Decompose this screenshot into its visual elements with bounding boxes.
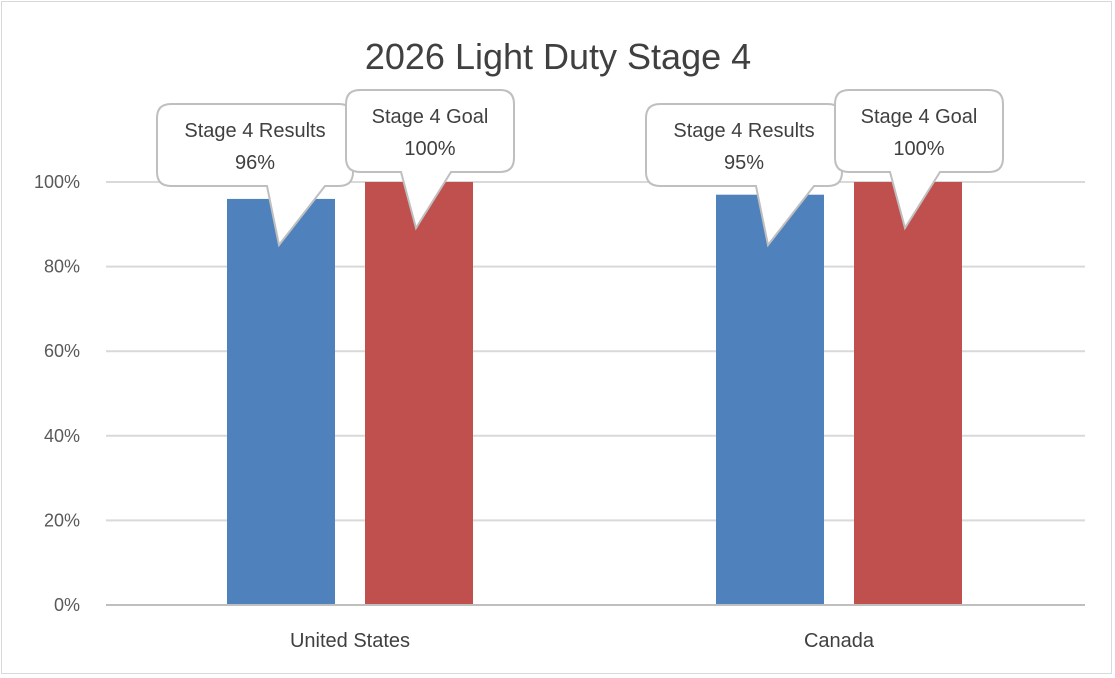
bars <box>227 182 962 606</box>
data-callout <box>834 89 1004 231</box>
data-label-value: 96% <box>235 152 275 174</box>
data-callouts: Stage 4 Results 96% Stage 4 Results 95% Stag… <box>156 89 1004 248</box>
y-tick-label: 0% <box>54 595 80 615</box>
data-label-series: Stage 4 Results <box>184 120 325 142</box>
bar <box>854 182 962 605</box>
y-tick-label: 40% <box>44 426 80 446</box>
x-tick-label: Canada <box>804 630 875 652</box>
data-label-value: 100% <box>893 138 944 160</box>
y-tick-label: 20% <box>44 510 80 530</box>
x-tick-label: United States <box>290 630 410 652</box>
bar <box>227 198 335 606</box>
data-callout <box>345 89 515 231</box>
chart-title: 2026 Light Duty Stage 4 <box>365 36 751 77</box>
bar <box>365 182 473 605</box>
y-tick-label: 100% <box>34 172 80 192</box>
data-label-value: 100% <box>404 138 455 160</box>
data-label-series: Stage 4 Goal <box>861 106 978 128</box>
bar <box>716 194 824 605</box>
data-label-value: 95% <box>724 152 764 174</box>
data-label-series: Stage 4 Results <box>673 120 814 142</box>
y-tick-label: 60% <box>44 341 80 361</box>
data-label-series: Stage 4 Goal <box>372 106 489 128</box>
x-axis: United States Canada <box>106 604 1085 652</box>
y-tick-label: 80% <box>44 257 80 277</box>
